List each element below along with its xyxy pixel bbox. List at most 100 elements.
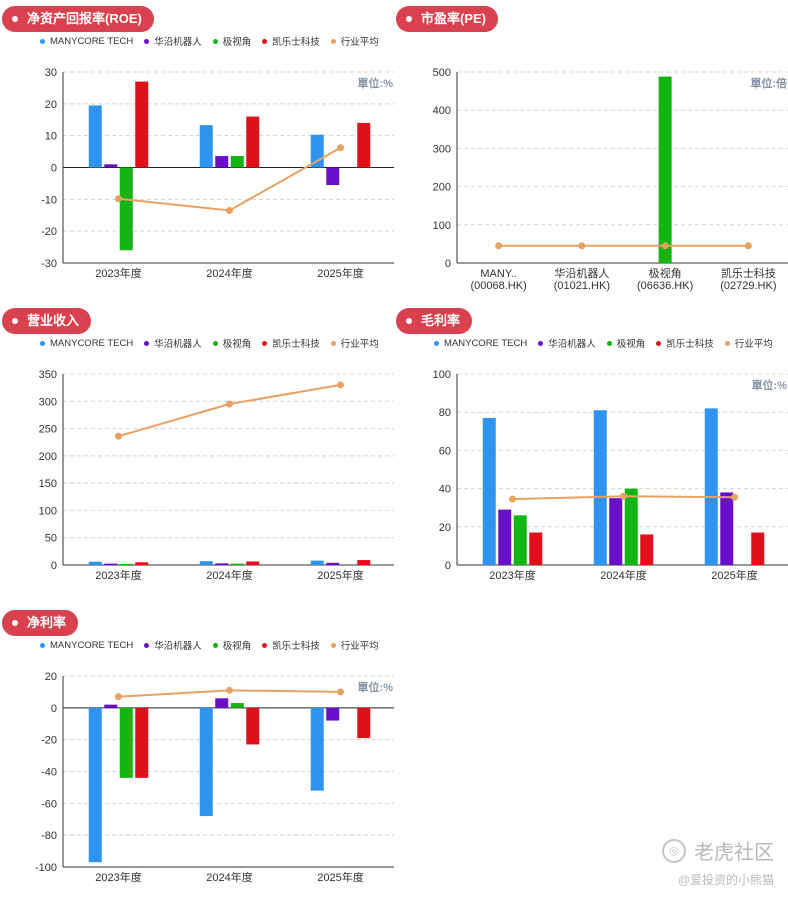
x-tick-label: 2025年度: [317, 266, 363, 280]
legend-item[interactable]: 凯乐士科技: [262, 34, 320, 48]
legend-item[interactable]: 华沿机器人: [144, 336, 202, 350]
unit-label: 單位:%: [358, 76, 394, 90]
x-tick-label: 华沿机器人: [554, 266, 609, 280]
title-dot-icon: [12, 318, 18, 324]
legend-item[interactable]: MANYCORE TECH: [434, 336, 527, 350]
legend-item[interactable]: 极视角: [212, 638, 252, 652]
bar: [88, 707, 102, 863]
y-tick-label: 40: [439, 484, 451, 496]
bar: [215, 156, 229, 168]
legend-label: 行业平均: [340, 339, 379, 350]
legend: MANYCORE TECH 华沿机器人 极视角 凯乐士科技 行业平均: [40, 638, 390, 652]
legend-item[interactable]: 华沿机器人: [144, 34, 202, 48]
legend-dot-icon: [144, 340, 150, 346]
y-tick-label: 500: [433, 67, 451, 79]
bar: [513, 515, 527, 565]
bar: [119, 707, 133, 778]
average-line: [118, 146, 341, 212]
average-point: [115, 195, 122, 203]
y-tick-label: 100: [39, 505, 57, 517]
legend-dot-icon: [212, 38, 218, 44]
bar: [199, 561, 213, 565]
legend-label: 极视角: [222, 641, 252, 652]
legend-item[interactable]: 行业平均: [330, 34, 379, 48]
legend: MANYCORE TECH 华沿机器人 极视角 凯乐士科技 行业平均: [40, 336, 390, 350]
legend-item[interactable]: 华沿机器人: [144, 638, 202, 652]
bar: [119, 167, 133, 251]
bar: [215, 698, 229, 708]
chart-plot: 0 50 100 150 200 250 300 350 2023年度 2024年度 2025年度: [39, 369, 394, 582]
legend-item[interactable]: 极视角: [212, 34, 252, 48]
y-tick-label: 20: [45, 99, 57, 111]
average-point: [509, 495, 516, 503]
legend-item[interactable]: 凯乐士科技: [656, 336, 714, 350]
bar: [119, 563, 133, 565]
y-tick-label: -30: [41, 258, 57, 270]
average-point: [620, 492, 627, 500]
legend-item[interactable]: 行业平均: [330, 638, 379, 652]
legend-dot-icon: [434, 340, 439, 346]
legend-dot-icon: [330, 642, 336, 648]
legend-dot-icon: [262, 38, 268, 44]
legend-item[interactable]: 极视角: [212, 336, 252, 350]
average-point: [226, 686, 233, 694]
y-tick-label: 100: [433, 220, 451, 232]
legend-dot-icon: [144, 642, 150, 648]
legend-label: 极视角: [222, 339, 252, 350]
panel-gross-margin: 毛利率 MANYCORE TECH 华沿机器人 极视角 凯乐士科技 行业平均 0 20 40…: [394, 302, 788, 602]
chart-plot: -30 -20 -10 0 10 20 30 單位:% 2023年度 2024年度 2025年度: [41, 67, 394, 280]
legend-item[interactable]: MANYCORE TECH: [40, 34, 133, 48]
bar: [326, 167, 340, 186]
legend-dot-icon: [40, 38, 45, 44]
y-tick-label: -10: [41, 194, 57, 206]
legend-dot-icon: [212, 642, 218, 648]
legend: MANYCORE TECH 华沿机器人 极视角 凯乐士科技 行业平均: [434, 336, 784, 350]
chart-title: 毛利率: [421, 313, 461, 328]
bar: [215, 563, 229, 565]
panel-pe: 市盈率(PE) 0 100 200 300 400 500 單位:倍 MANY.. (00068…: [394, 0, 788, 300]
bar: [246, 707, 260, 745]
legend-item[interactable]: 凯乐士科技: [262, 336, 320, 350]
legend-dot-icon: [330, 340, 336, 346]
legend-item[interactable]: MANYCORE TECH: [40, 638, 133, 652]
legend-label: 凯乐士科技: [272, 339, 320, 350]
x-tick-label: (01021.HK): [554, 280, 610, 292]
bar: [230, 703, 244, 708]
legend-item[interactable]: MANYCORE TECH: [40, 336, 133, 350]
legend-item[interactable]: 华沿机器人: [538, 336, 596, 350]
legend-item[interactable]: 凯乐士科技: [262, 638, 320, 652]
legend-label: 极视角: [616, 339, 646, 350]
legend-label: 极视角: [222, 37, 252, 48]
chart-title: 营业收入: [27, 313, 80, 328]
average-point: [495, 242, 503, 250]
legend-dot-icon: [40, 642, 45, 648]
y-tick-label: 350: [39, 369, 57, 381]
y-tick-label: 50: [45, 533, 57, 545]
legend-label: 凯乐士科技: [272, 37, 320, 48]
bar: [640, 534, 654, 565]
legend-dot-icon: [262, 340, 268, 346]
legend-dot-icon: [262, 642, 268, 648]
title-pill: 净利率: [2, 610, 79, 636]
unit-label: 單位:%: [358, 680, 394, 694]
legend-item[interactable]: 极视角: [606, 336, 646, 350]
legend-dot-icon: [538, 340, 544, 346]
bar: [230, 156, 244, 168]
x-tick-label: 2023年度: [95, 870, 141, 884]
bar: [104, 164, 118, 168]
panel-revenue: 营业收入 MANYCORE TECH 华沿机器人 极视角 凯乐士科技 行业平均 0 50 1…: [0, 302, 394, 602]
bar: [609, 498, 623, 565]
average-point: [744, 242, 752, 250]
x-tick-label: 极视角: [649, 266, 682, 280]
y-tick-label: 0: [51, 703, 57, 715]
chart-plot: 0 20 40 60 80 100 單位:% 2023年度 2024年度 2025年度: [433, 369, 788, 582]
bar: [624, 488, 638, 565]
panel-roe: 净资产回报率(ROE) MANYCORE TECH 华沿机器人 极视角 凯乐士科技 行业…: [0, 0, 394, 300]
y-tick-label: 100: [433, 369, 451, 381]
legend-item[interactable]: 行业平均: [724, 336, 773, 350]
legend-label: 行业平均: [340, 37, 379, 48]
legend-item[interactable]: 行业平均: [330, 336, 379, 350]
average-point: [661, 242, 669, 250]
legend-label: 凯乐士科技: [272, 641, 320, 652]
legend-dot-icon: [606, 340, 612, 346]
